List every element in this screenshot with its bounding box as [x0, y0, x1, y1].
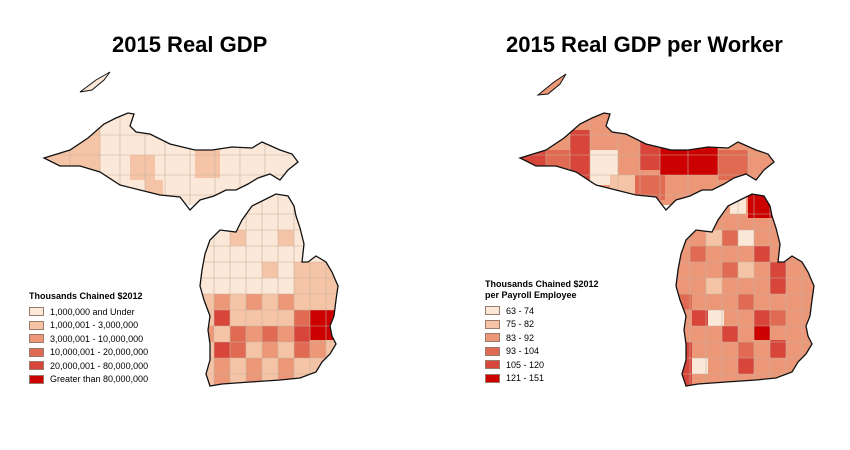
legend-swatch — [29, 320, 44, 330]
legend-swatch — [485, 333, 500, 343]
isle-royale-left — [79, 71, 111, 93]
legend-label: 105 - 120 — [506, 359, 545, 370]
left-upper-peninsula — [44, 113, 298, 205]
legend-label: Greater than 80,000,000 — [50, 374, 149, 385]
legend-item: 105 - 120 — [485, 358, 599, 372]
legend-swatch — [485, 306, 500, 316]
county-washtenaw-left — [294, 326, 310, 342]
legend-swatch — [485, 346, 500, 356]
legend-swatch — [485, 373, 500, 383]
county-kent-left — [214, 310, 230, 326]
county-oakland-right — [754, 326, 770, 340]
legend-item: Greater than 80,000,000 — [29, 373, 148, 387]
legend-swatch — [29, 374, 44, 384]
legend-swatch — [29, 361, 44, 371]
map-title-real-gdp: 2015 Real GDP — [112, 32, 268, 57]
legend-real-gdp: Thousands Chained $2012 1,000,000 and Un… — [29, 291, 148, 386]
legend-label: 1,000,001 - 3,000,000 — [50, 320, 139, 331]
county-oakland-left — [310, 310, 326, 326]
county-marquette-left — [130, 155, 155, 180]
legend-title: Thousands Chained $2012 per Payroll Empl… — [485, 279, 599, 300]
legend-item: 63 - 74 — [485, 304, 599, 318]
legend-item: 1,000,001 - 3,000,000 — [29, 319, 148, 333]
legend-item: 20,000,001 - 80,000,000 — [29, 359, 148, 373]
legend-item: 1,000,000 and Under — [29, 305, 148, 319]
legend-item: 83 - 92 — [485, 331, 599, 345]
right-upper-peninsula — [520, 113, 774, 205]
legend-label: 1,000,000 and Under — [50, 306, 135, 317]
legend-label: 93 - 104 — [506, 346, 540, 357]
legend-swatch — [485, 360, 500, 370]
county-luce-right — [660, 140, 688, 175]
legend-item: 75 - 82 — [485, 318, 599, 332]
legend-label: 83 - 92 — [506, 332, 535, 343]
legend-label: 75 - 82 — [506, 319, 535, 330]
legend-swatch — [29, 307, 44, 317]
legend-label: 10,000,001 - 20,000,000 — [50, 347, 149, 358]
right-lower-peninsula — [676, 194, 814, 386]
legend-item: 10,000,001 - 20,000,000 — [29, 346, 148, 360]
legend-item: 121 - 151 — [485, 372, 599, 386]
legend-swatch — [485, 319, 500, 329]
legend-item: 3,000,001 - 10,000,000 — [29, 332, 148, 346]
legend-gdp-per-worker: Thousands Chained $2012 per Payroll Empl… — [485, 279, 599, 385]
legend-label: 121 - 151 — [506, 373, 545, 384]
left-lower-peninsula — [200, 194, 338, 386]
legend-swatch — [29, 347, 44, 357]
isle-royale-right — [536, 73, 567, 96]
county-macomb-left — [326, 310, 338, 326]
legend-label: 3,000,001 - 10,000,000 — [50, 333, 144, 344]
legend-item: 93 - 104 — [485, 345, 599, 359]
legend-title: Thousands Chained $2012 — [29, 291, 143, 301]
county-chippewa-left — [195, 148, 220, 178]
legend-swatch — [29, 334, 44, 344]
map-title-gdp-per-worker: 2015 Real GDP per Worker — [506, 32, 783, 57]
county-wayne-left — [310, 326, 336, 340]
legend-label: 63 - 74 — [506, 305, 535, 316]
legend-label: 20,000,001 - 80,000,000 — [50, 360, 149, 371]
